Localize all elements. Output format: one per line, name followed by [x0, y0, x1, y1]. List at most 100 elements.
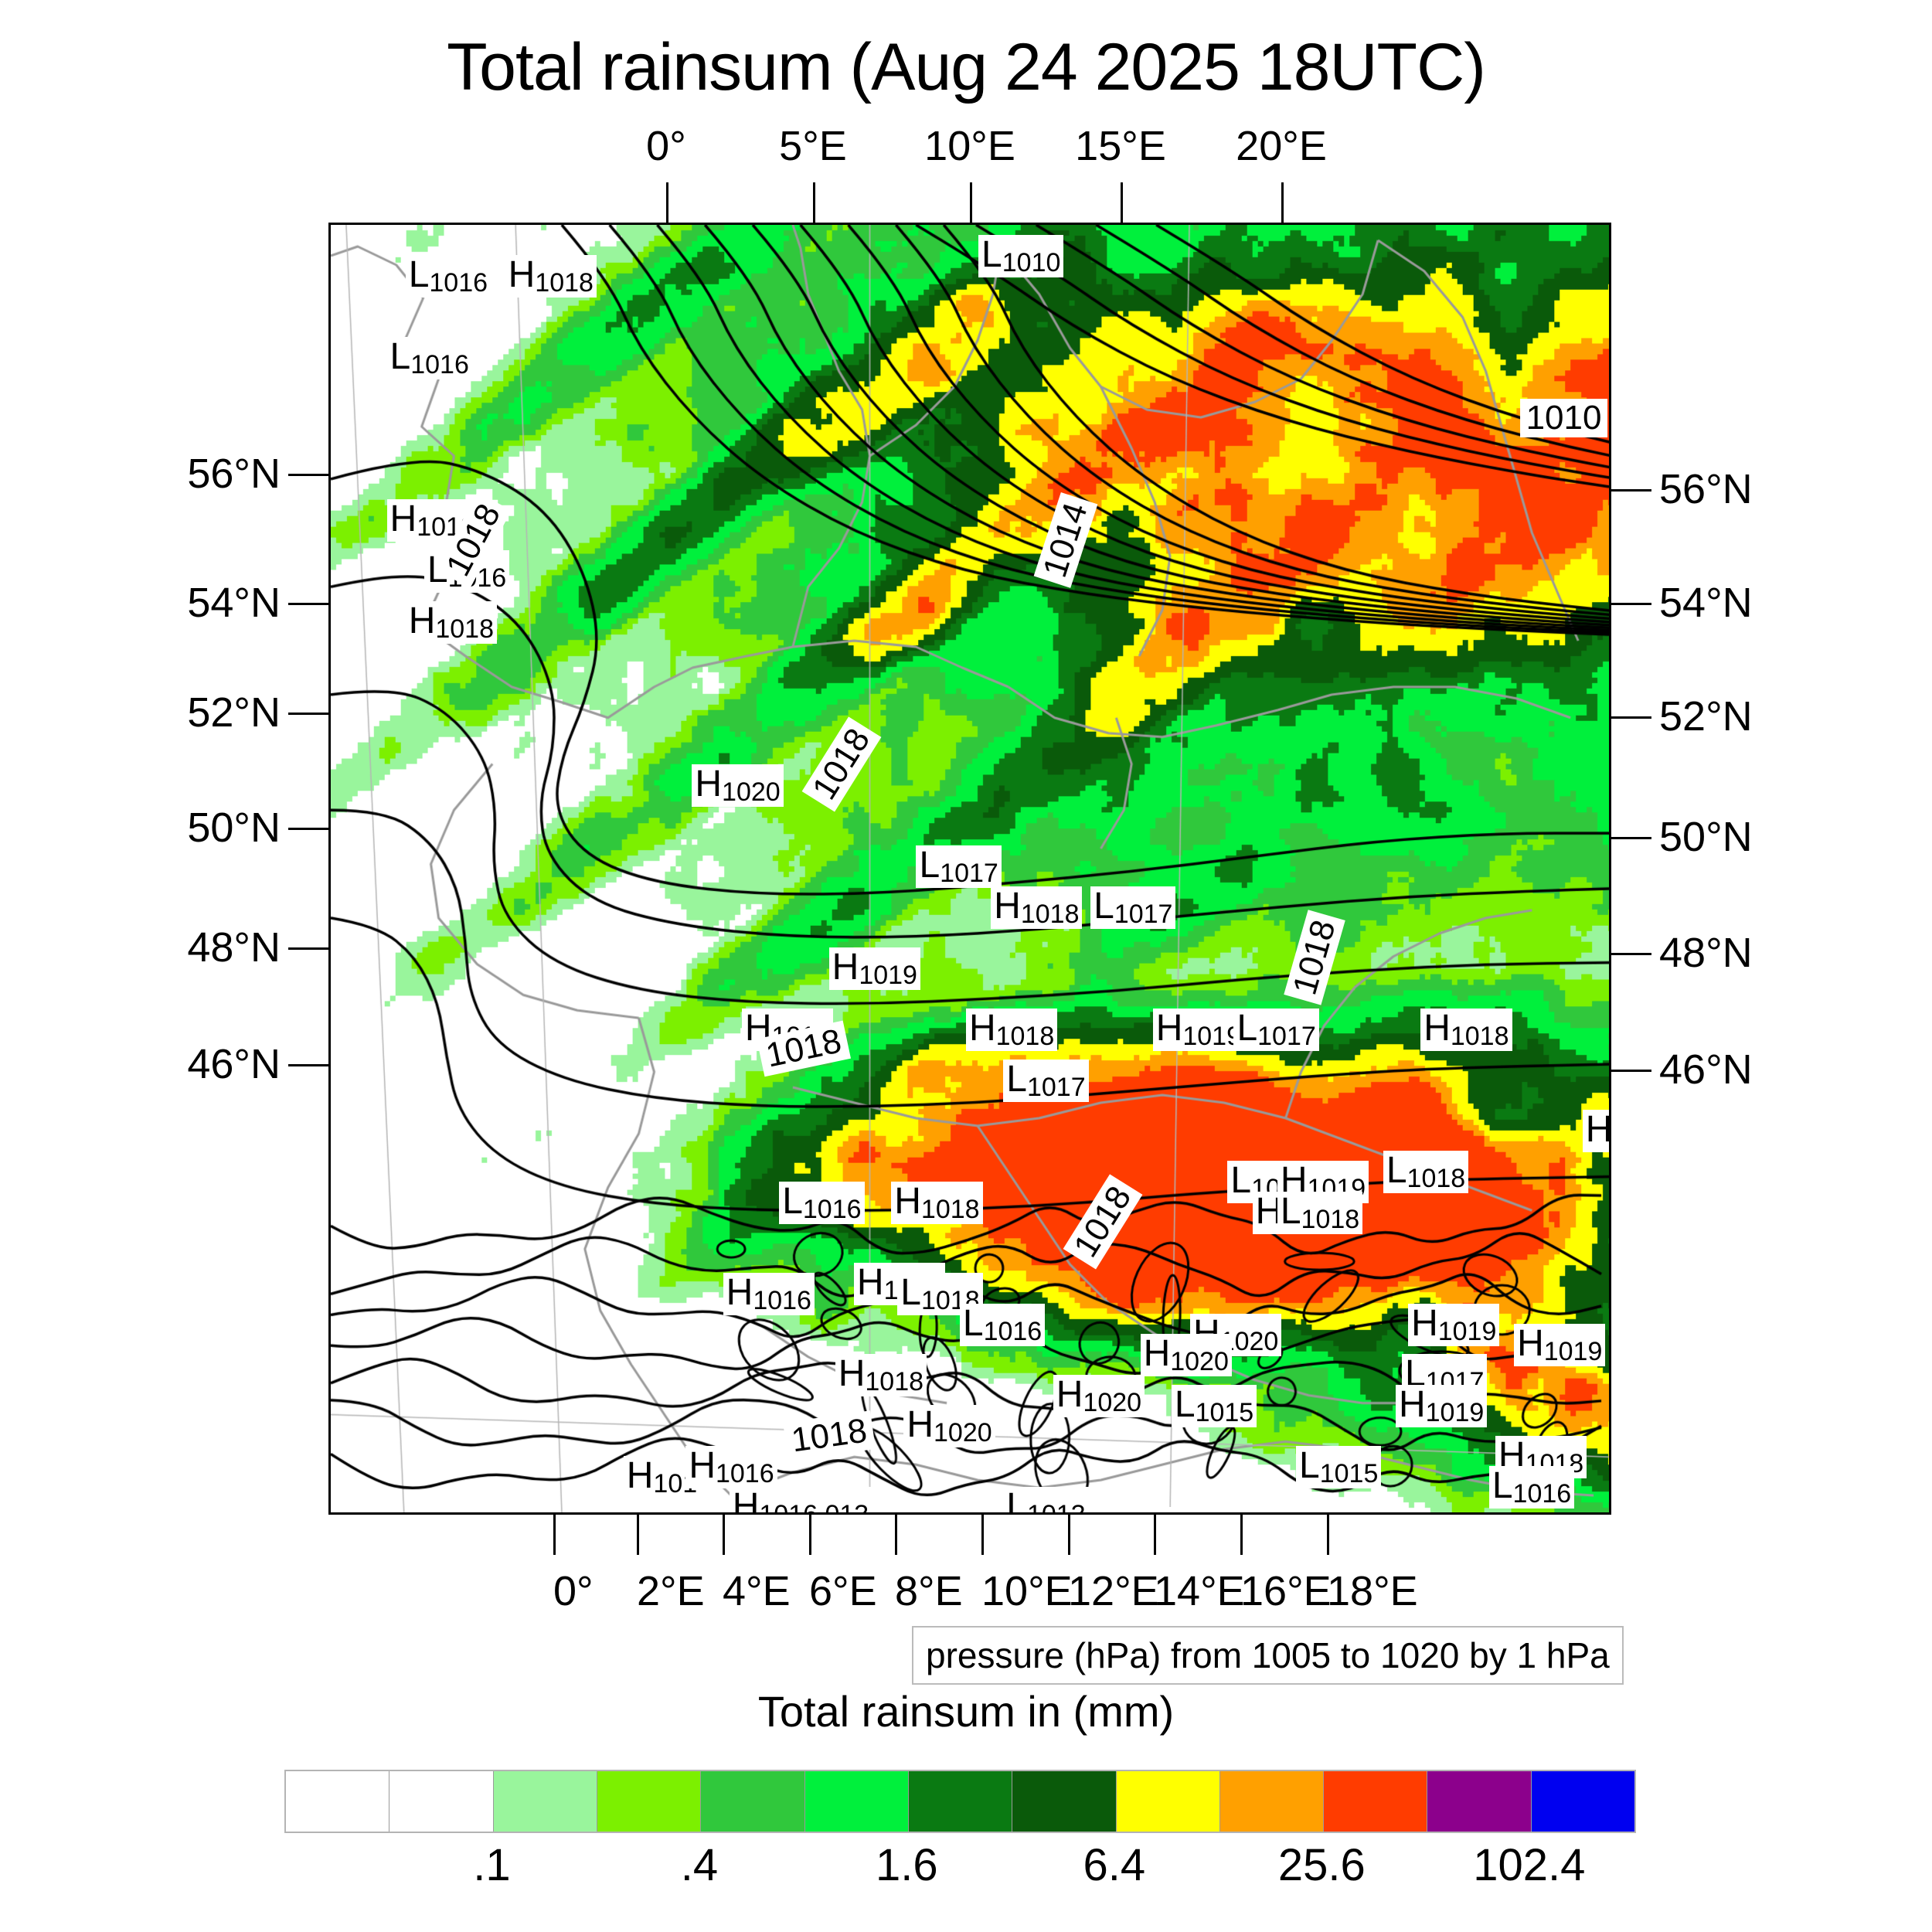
- axis-tick: [981, 1515, 984, 1555]
- axis-tick: [1154, 1515, 1156, 1555]
- axis-tick: [288, 828, 328, 830]
- pressure-low-marker: L1015: [1296, 1445, 1382, 1488]
- colorbar-segment: [1531, 1771, 1635, 1832]
- colorbar-tick-label: 25.6: [1277, 1840, 1366, 1890]
- axis-tick: [1611, 716, 1651, 719]
- pressure-high-marker: H1018: [505, 255, 597, 298]
- colorbar-segment: [804, 1771, 909, 1832]
- colorbar-tick-label: 102.4: [1473, 1840, 1586, 1890]
- pressure-high-marker: H1018: [891, 1181, 983, 1224]
- axis-label: 10°E: [981, 1568, 1073, 1614]
- colorbar-segment: [1116, 1771, 1220, 1832]
- colorbar-segment: [597, 1771, 702, 1832]
- axis-tick: [288, 947, 328, 950]
- axis-label: 20°E: [1236, 123, 1327, 169]
- axis-label: 16°E: [1240, 1568, 1332, 1614]
- axis-label: 48°N: [187, 924, 281, 971]
- axis-label: 0°: [646, 123, 686, 169]
- colorbar-segment: [286, 1771, 390, 1832]
- axis-label: 5°E: [779, 123, 847, 169]
- pressure-high-marker: H1020: [1140, 1334, 1232, 1377]
- axis-label: 52°N: [1659, 693, 1753, 740]
- pressure-low-marker: L1018: [1277, 1191, 1363, 1234]
- pressure-low-marker: L1016: [959, 1303, 1046, 1346]
- pressure-low-marker: L1016: [386, 336, 472, 379]
- pressure-high-marker: H1016: [685, 1445, 777, 1488]
- axis-tick: [895, 1515, 897, 1555]
- axis-tick: [1611, 1070, 1651, 1072]
- pressure-high-marker: H1018: [965, 1008, 1058, 1051]
- pressure-contour-legend: pressure (hPa) from 1005 to 1020 by 1 hP…: [912, 1626, 1624, 1685]
- colorbar-segment: [1012, 1771, 1117, 1832]
- axis-label: 2°E: [637, 1568, 705, 1614]
- pressure-high-marker: H1020: [903, 1405, 995, 1448]
- pressure-high-marker: H1018: [405, 601, 497, 645]
- axis-label: 14°E: [1154, 1568, 1245, 1614]
- colorbar[interactable]: [284, 1770, 1636, 1833]
- pressure-high-marker: H1018: [991, 886, 1083, 929]
- colorbar-segment: [1427, 1771, 1532, 1832]
- pressure-high-marker: H1019: [1152, 1008, 1244, 1051]
- colorbar-segment: [908, 1771, 1013, 1832]
- pressure-high-marker: H1019: [1408, 1303, 1500, 1346]
- pressure-high-marker: H1019: [1395, 1384, 1488, 1427]
- axis-label: 46°N: [187, 1041, 281, 1087]
- axis-label: 54°N: [187, 580, 281, 626]
- axis-tick: [1611, 837, 1651, 839]
- pressure-high-marker: H1019: [1582, 1110, 1609, 1153]
- axis-tick: [288, 1064, 328, 1066]
- axis-tick: [1611, 953, 1651, 955]
- axis-label: 18°E: [1327, 1568, 1418, 1614]
- colorbar-tick-label: 6.4: [1083, 1840, 1146, 1890]
- pressure-low-marker: L1013: [1003, 1486, 1089, 1512]
- pressure-high-marker: H1019: [1514, 1323, 1606, 1366]
- pressure-low-marker: L1016: [779, 1181, 865, 1224]
- contour-value-label: 1010: [1519, 399, 1608, 438]
- axis-tick: [970, 182, 972, 223]
- colorbar-segment: [1324, 1771, 1428, 1832]
- axis-tick: [1068, 1515, 1070, 1555]
- pressure-low-marker: L1016: [405, 255, 492, 298]
- axis-label: 54°N: [1659, 580, 1753, 626]
- axis-tick: [666, 182, 668, 223]
- pressure-low-marker: L1017: [1233, 1008, 1319, 1051]
- colorbar-tick-label: .1: [473, 1840, 511, 1890]
- colorbar-segment: [389, 1771, 494, 1832]
- pressure-low-marker: L1017: [916, 845, 1002, 889]
- axis-label: 10°E: [924, 123, 1015, 169]
- colorbar-tick-label: .4: [680, 1840, 719, 1890]
- pressure-high-marker: H1020: [692, 764, 784, 807]
- pressure-low-marker: L1017: [1090, 886, 1176, 929]
- axis-tick: [723, 1515, 725, 1555]
- axis-label: 46°N: [1659, 1046, 1753, 1093]
- pressure-low-marker: L1015: [1171, 1384, 1257, 1427]
- axis-label: 52°N: [187, 689, 281, 736]
- axis-label: 0°: [553, 1568, 594, 1614]
- colorbar-segment: [493, 1771, 597, 1832]
- axis-label: 48°N: [1659, 930, 1753, 976]
- axis-tick: [288, 713, 328, 715]
- axis-label: 6°E: [809, 1568, 877, 1614]
- pressure-high-marker: H1018: [835, 1354, 927, 1397]
- axis-tick: [553, 1515, 556, 1555]
- colorbar-segment: [1219, 1771, 1325, 1832]
- axis-label: 50°N: [1659, 814, 1753, 860]
- pressure-low-marker: L1010: [978, 235, 1064, 278]
- pressure-low-marker: L1017: [1003, 1059, 1089, 1102]
- page-title: Total rainsum (Aug 24 2025 18UTC): [447, 30, 1486, 104]
- axis-label: 15°E: [1075, 123, 1166, 169]
- map-plot-area[interactable]: L1016 H1018 L1016 H1018 L1016 H1018 L1010 H1020…: [328, 223, 1611, 1515]
- axis-tick: [1327, 1515, 1329, 1555]
- colorbar-tick-label: 1.6: [876, 1840, 938, 1890]
- axis-label: 50°N: [187, 804, 281, 851]
- axis-label: 12°E: [1068, 1568, 1159, 1614]
- axis-tick: [1281, 182, 1284, 223]
- pressure-low-marker: L1016: [1488, 1466, 1575, 1509]
- pressure-high-marker: H1019: [828, 947, 920, 990]
- axis-tick: [1611, 603, 1651, 605]
- pressure-high-marker: H1020: [1053, 1374, 1145, 1417]
- axis-tick: [809, 1515, 811, 1555]
- axis-tick: [288, 474, 328, 476]
- axis-label: 4°E: [723, 1568, 791, 1614]
- axis-tick: [637, 1515, 639, 1555]
